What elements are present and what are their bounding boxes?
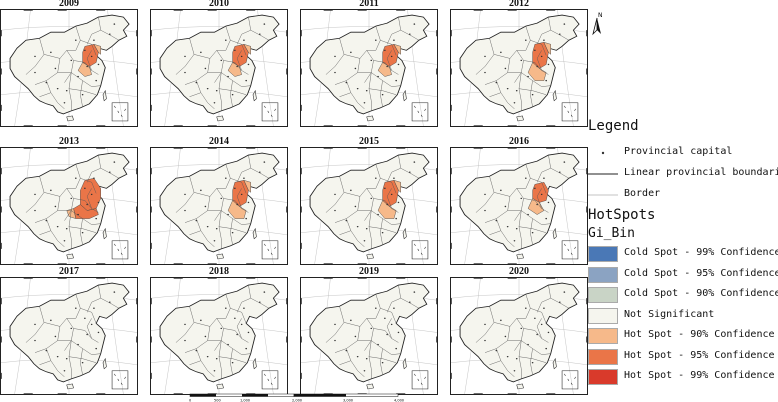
legend-item-label: Provincial capital — [624, 146, 733, 157]
scale-bar: 0 500 1,000 2,000 3,000 4,000 — [189, 393, 404, 402]
china-map — [1, 278, 137, 394]
china-map — [451, 10, 587, 126]
legend-swatch — [588, 266, 618, 283]
hotspot-region — [527, 198, 545, 215]
legend-item-label: Border — [624, 188, 661, 199]
gi-bin-title: Gi_Bin — [588, 226, 635, 241]
legend-class-label: Hot Spot - 95% Confidence — [624, 349, 775, 361]
hotspot-region — [93, 43, 101, 55]
panel-year-label: 2013 — [59, 136, 79, 147]
panel-year-label: 2016 — [509, 136, 529, 147]
legend-title: Legend — [588, 118, 639, 134]
hotspot-region — [227, 62, 242, 77]
panel-year-label: 2019 — [359, 266, 379, 277]
panel-year-label: 2011 — [359, 0, 379, 9]
map-panel — [0, 147, 138, 265]
map-panel — [0, 277, 138, 395]
map-panel — [300, 277, 438, 395]
hotspot-region — [66, 208, 77, 219]
panel-year-label: 2009 — [59, 0, 79, 9]
hotspot-region — [77, 62, 92, 77]
hotspot-region — [543, 41, 551, 55]
panel-year-label: 2017 — [59, 266, 79, 277]
map-panel — [450, 277, 588, 395]
china-map — [151, 148, 287, 264]
point-symbol-icon — [601, 151, 605, 155]
scale-label: 3,000 — [343, 399, 353, 402]
hotspot-region — [377, 62, 392, 77]
map-panel — [0, 9, 138, 127]
legend-class-label: Cold Spot - 90% Confidence — [624, 288, 778, 299]
china-map — [151, 10, 287, 126]
north-arrow-icon: N — [592, 12, 603, 36]
scale-label: 0 — [189, 399, 191, 402]
china-map — [301, 278, 437, 394]
map-panel — [450, 147, 588, 265]
map-panel — [150, 277, 288, 395]
legend-class-label: Cold Spot - 99% Confidence — [624, 247, 778, 258]
panel-year-label: 2010 — [209, 0, 229, 9]
china-map — [1, 148, 137, 264]
legend-class-label: Hot Spot - 99% Confidence — [624, 370, 775, 381]
china-map — [451, 148, 587, 264]
hotspot-region — [393, 43, 401, 55]
china-map — [151, 278, 287, 394]
legend-class-label: Hot Spot - 90% Confidence — [624, 329, 775, 340]
legend-class-label: Not Significant — [624, 308, 715, 320]
panel-year-label: 2020 — [509, 266, 529, 277]
line-symbol-icon — [588, 173, 618, 175]
china-map — [301, 10, 437, 126]
legend-swatch — [588, 287, 618, 303]
scale-label: 500 — [214, 399, 221, 402]
china-map — [451, 278, 587, 394]
hotspot-region — [243, 43, 251, 55]
map-panel — [150, 147, 288, 265]
scale-label: 2,000 — [292, 399, 302, 402]
legend-item-label: Linear provincial boundaries — [624, 167, 778, 178]
scale-label: 1,000 — [240, 399, 250, 402]
map-panel — [300, 147, 438, 265]
legend-swatch — [588, 328, 618, 344]
legend-swatch — [588, 307, 618, 324]
legend-swatch — [588, 369, 618, 385]
panel-year-label: 2018 — [209, 266, 229, 277]
map-panel — [300, 9, 438, 127]
north-label: N — [598, 12, 603, 19]
panel-year-label: 2015 — [359, 136, 379, 147]
hotspot-region — [243, 179, 251, 193]
china-map — [1, 10, 137, 126]
china-map — [301, 148, 437, 264]
map-panel — [150, 9, 288, 127]
hotspot-region — [527, 62, 547, 81]
legend-swatch — [588, 348, 618, 365]
thin-line-symbol-icon — [588, 194, 618, 196]
legend-swatch — [588, 246, 618, 262]
hotspots-title: HotSpots — [588, 207, 656, 223]
map-panel — [450, 9, 588, 127]
hotspot-region — [532, 182, 549, 203]
hotspot-region — [377, 200, 397, 219]
panel-year-label: 2014 — [209, 136, 229, 147]
legend-class-label: Cold Spot - 95% Confidence — [624, 267, 778, 279]
hotspot-region — [393, 179, 401, 193]
scale-label: 4,000 — [394, 399, 404, 402]
panel-year-label: 2012 — [509, 0, 529, 9]
hotspot-region — [227, 200, 247, 219]
